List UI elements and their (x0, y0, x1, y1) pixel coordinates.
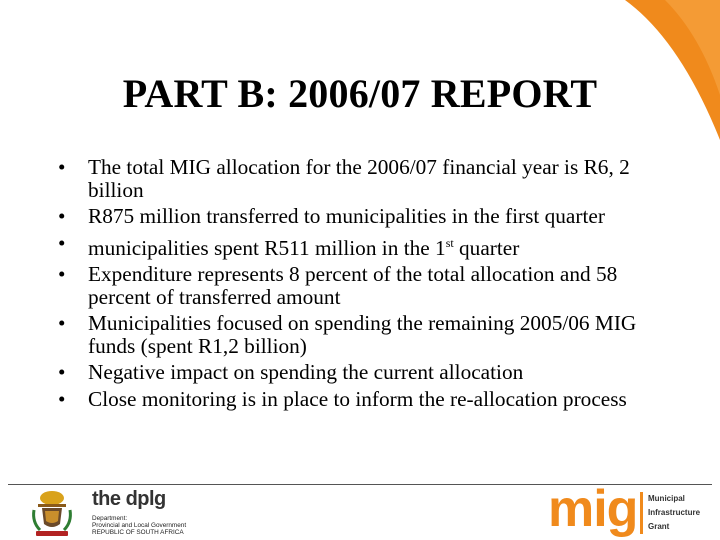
bullet-marker: • (58, 311, 66, 336)
dplg-line3: REPUBLIC OF SOUTH AFRICA (92, 529, 184, 537)
mig-line3: Grant (648, 522, 670, 531)
bullet-item: • Expenditure represents 8 percent of th… (58, 263, 668, 308)
bullet-marker: • (58, 262, 66, 287)
bullet-text: Negative impact on spending the current … (88, 360, 524, 385)
coat-of-arms-icon (32, 491, 72, 536)
bullet-item: • municipalities spent R511 million in t… (58, 230, 668, 260)
ordinal-superscript: st (445, 235, 454, 250)
footer-divider (8, 484, 712, 485)
bullet-marker: • (58, 360, 66, 385)
bullet-item: • The total MIG allocation for the 2006/… (58, 156, 668, 201)
bullet-item: • Negative impact on spending the curren… (58, 361, 668, 384)
bullet-text: Expenditure represents 8 percent of the … (88, 262, 618, 309)
dplg-wordmark: the dplg (92, 488, 166, 511)
bullet-list: • The total MIG allocation for the 2006/… (58, 156, 668, 414)
bullet-marker: • (58, 204, 66, 228)
bullet-text: municipalities spent R511 million in the… (88, 236, 519, 260)
bullet-item: • Close monitoring is in place to inform… (58, 386, 668, 411)
bullet-marker: • (58, 230, 66, 255)
mig-logo: mig Municipal Infrastructure Grant (548, 480, 718, 538)
mig-wordmark: mig (548, 480, 638, 538)
mig-divider (640, 492, 643, 534)
dplg-logo: the dplg Department: Provincial and Loca… (30, 488, 230, 538)
mig-text: Municipal Infrastructure Grant (648, 492, 700, 534)
bullet-item: • Municipalities focused on spending the… (58, 312, 668, 357)
dplg-name: dplg (125, 488, 167, 510)
bullet-text-main: municipalities spent R511 million in the… (88, 235, 446, 260)
bullet-marker: • (58, 155, 66, 179)
bullet-item: • R875 million transferred to municipali… (58, 205, 668, 228)
dplg-the: the (92, 488, 126, 510)
dplg-line2: Provincial and Local Government (92, 522, 187, 530)
slide-title: PART B: 2006/07 REPORT (122, 71, 598, 116)
bullet-text: The total MIG allocation for the 2006/07… (88, 155, 630, 202)
corner-swoosh-decoration (625, 0, 720, 140)
bullet-text-tail: quarter (453, 235, 520, 260)
bullet-text: Municipalities focused on spending the r… (88, 311, 637, 358)
bullet-text: Close monitoring is in place to inform t… (88, 386, 627, 411)
dplg-department-text: Department: Provincial and Local Governm… (92, 515, 232, 537)
bullet-marker: • (58, 386, 66, 411)
bullet-text: R875 million transferred to municipaliti… (88, 204, 605, 228)
mig-line2: Infrastructure (648, 508, 701, 517)
dplg-line1: Department: (92, 515, 128, 522)
mig-line1: Municipal (648, 494, 685, 503)
